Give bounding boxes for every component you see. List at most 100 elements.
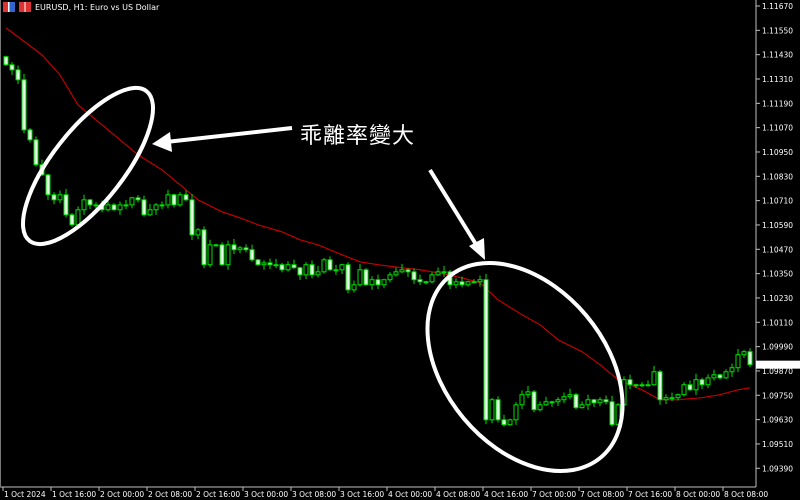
bull-candle (387, 274, 393, 281)
bear-candle (573, 394, 579, 409)
bull-candle (711, 374, 717, 379)
bull-candle (369, 279, 375, 286)
chart-header: EURUSD, H1: Euro vs US Dollar (3, 2, 159, 12)
bear-candle (495, 399, 501, 421)
bear-candle (483, 279, 489, 421)
y-tick-label: 1.11070 (762, 124, 793, 133)
bull-candle (237, 247, 243, 251)
bull-candle (567, 394, 573, 398)
bear-candle (591, 399, 597, 404)
bull-candle (597, 399, 603, 404)
bear-candle (189, 199, 195, 236)
y-tick-label: 1.10110 (762, 318, 793, 327)
arrow-left-shaft (165, 126, 293, 144)
bear-candle (309, 264, 315, 276)
bull-candle (399, 269, 405, 273)
bull-candle (165, 194, 171, 206)
x-tick-label: 7 Oct 16:00 (628, 490, 672, 499)
bear-candle (297, 267, 303, 276)
bear-candle (21, 79, 27, 131)
moving-average-line (5, 27, 751, 401)
y-tick-label: 1.11310 (762, 75, 793, 84)
bear-candle (501, 419, 507, 426)
bull-candle (123, 204, 129, 207)
bear-candle (249, 249, 255, 261)
bull-candle (585, 399, 591, 406)
arrow-down-head-icon (469, 238, 485, 260)
bull-candle (453, 281, 459, 286)
bull-candle (159, 204, 165, 207)
x-tick-label: 3 Oct 16:00 (340, 490, 384, 499)
bull-candle (555, 399, 561, 403)
bull-candle (639, 384, 645, 387)
bear-candle (609, 401, 615, 426)
bull-candle (525, 391, 531, 396)
bear-candle (657, 371, 663, 401)
x-tick-label: 1 Oct 2024 (4, 490, 46, 499)
bull-candle (663, 397, 669, 401)
bull-candle (147, 209, 153, 216)
y-tick-label: 1.10470 (762, 245, 793, 254)
bear-candle (69, 214, 75, 226)
y-tick-label: 1.09870 (762, 367, 793, 376)
bear-candle (51, 194, 57, 201)
bull-candle (723, 371, 729, 379)
bull-candle (705, 377, 711, 386)
bull-candle (543, 401, 549, 406)
y-tick-label: 1.09990 (762, 343, 793, 352)
x-tick-label: 2 Oct 16:00 (196, 490, 240, 499)
x-tick-label: 7 Oct 00:00 (532, 490, 576, 499)
bull-candle (315, 271, 321, 276)
bear-candle (87, 199, 93, 206)
bull-candle (477, 279, 483, 283)
bull-candle (213, 244, 219, 247)
bull-candle (735, 354, 741, 369)
x-tick-label: 4 Oct 16:00 (484, 490, 528, 499)
x-tick-label: 4 Oct 00:00 (388, 490, 432, 499)
y-tick-label: 1.09750 (762, 391, 793, 400)
bull-candle (177, 194, 183, 206)
y-tick-label: 1.09390 (762, 464, 793, 473)
y-tick-label: 1.10590 (762, 221, 793, 230)
arrow-left-head-icon (152, 132, 172, 152)
bear-candle (627, 379, 633, 386)
bull-candle (381, 279, 387, 286)
arrow-down-shaft (428, 168, 479, 248)
bull-candle (303, 264, 309, 276)
x-tick-label: 4 Oct 08:00 (436, 490, 480, 499)
y-tick-label: 1.10710 (762, 197, 793, 206)
bear-candle (291, 264, 297, 269)
x-tick-label: 7 Oct 08:00 (580, 490, 624, 499)
bull-candle (93, 204, 99, 207)
bull-candle (75, 209, 81, 226)
bear-candle (45, 174, 51, 196)
x-tick-label: 1 Oct 16:00 (52, 490, 96, 499)
bull-candle (57, 194, 63, 201)
bear-candle (63, 194, 69, 216)
bull-candle (507, 419, 513, 426)
x-tick-label: 8 Oct 08:00 (724, 490, 768, 499)
bull-candle (225, 244, 231, 266)
bull-candle (741, 351, 747, 356)
bull-candle (423, 281, 429, 284)
bull-candle (645, 384, 651, 387)
y-tick-label: 1.11550 (762, 26, 793, 35)
bear-candle (405, 269, 411, 273)
x-tick-label: 3 Oct 08:00 (292, 490, 336, 499)
bull-candle (519, 394, 525, 406)
bull-candle (615, 404, 621, 426)
current-price-marker (756, 360, 800, 369)
y-tick-label: 1.10950 (762, 148, 793, 157)
bear-candle (417, 279, 423, 283)
x-tick-label: 2 Oct 00:00 (100, 490, 144, 499)
bull-candle (81, 199, 87, 211)
bear-candle (279, 264, 285, 271)
bear-candle (15, 69, 21, 81)
bear-candle (183, 194, 189, 201)
bear-candle (111, 204, 117, 211)
bear-candle (717, 374, 723, 379)
bear-candle (27, 129, 33, 141)
bull-candle (207, 244, 213, 266)
bear-candle (243, 247, 249, 251)
